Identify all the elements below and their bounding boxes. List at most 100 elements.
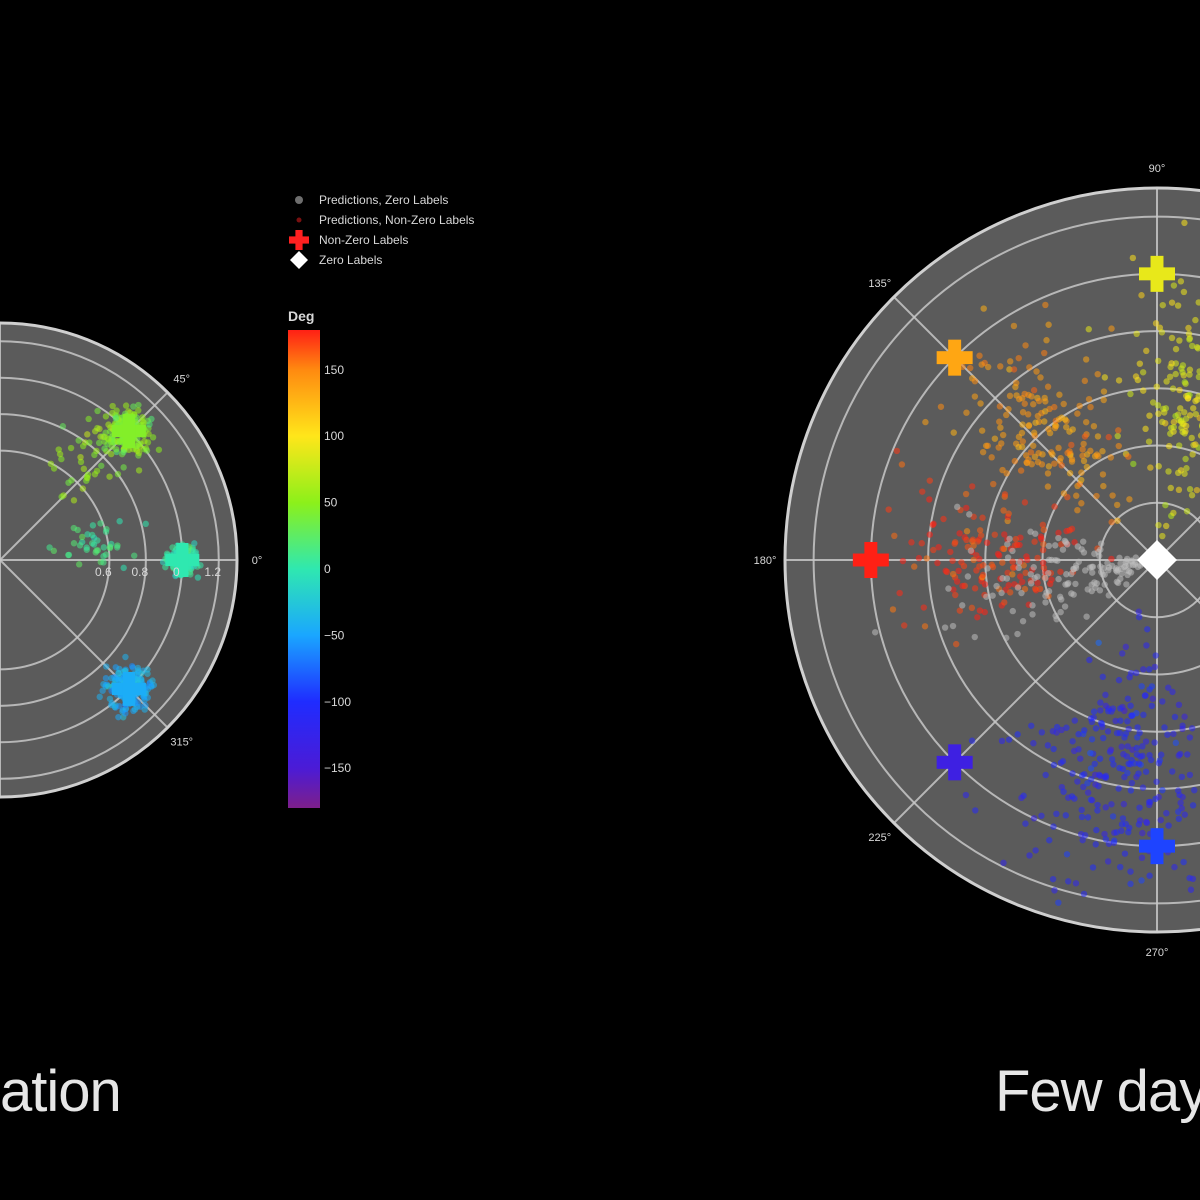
prediction-point <box>1071 717 1079 724</box>
prediction-point <box>1005 510 1012 517</box>
prediction-point <box>1181 409 1188 416</box>
prediction-point <box>105 683 112 690</box>
prediction-point <box>1045 321 1052 328</box>
non-zero-label-marker-v <box>1150 828 1164 865</box>
prediction-point <box>1146 872 1153 879</box>
prediction-point <box>1080 440 1087 448</box>
prediction-point <box>1100 396 1107 404</box>
prediction-point <box>968 604 976 612</box>
prediction-point <box>999 545 1006 552</box>
prediction-point <box>885 506 892 513</box>
prediction-point <box>991 531 998 538</box>
prediction-point <box>1077 755 1084 762</box>
prediction-point <box>947 548 954 556</box>
prediction-point <box>1079 772 1086 779</box>
prediction-point <box>1115 442 1122 450</box>
prediction-point <box>1051 887 1058 894</box>
prediction-point <box>116 702 123 710</box>
prediction-point <box>83 544 90 551</box>
prediction-point <box>1169 768 1176 775</box>
prediction-point <box>131 706 139 713</box>
prediction-point <box>1063 851 1071 858</box>
prediction-point <box>1016 395 1023 403</box>
prediction-point <box>923 555 930 562</box>
prediction-point <box>1189 875 1197 883</box>
prediction-point <box>1134 734 1141 741</box>
prediction-point <box>1127 880 1134 888</box>
prediction-point <box>990 480 997 488</box>
prediction-point <box>1080 783 1087 791</box>
prediction-point <box>1188 342 1196 350</box>
prediction-point <box>1168 360 1175 367</box>
prediction-point <box>1127 669 1135 677</box>
prediction-point <box>1142 768 1150 775</box>
prediction-point <box>1110 761 1117 768</box>
prediction-point <box>1133 751 1141 758</box>
prediction-point <box>1161 724 1168 731</box>
prediction-point <box>1186 771 1194 779</box>
prediction-point <box>1007 358 1014 365</box>
prediction-point <box>1109 492 1116 499</box>
prediction-point <box>959 582 966 590</box>
prediction-point <box>1030 740 1037 747</box>
prediction-point <box>84 431 91 438</box>
prediction-point <box>1010 366 1018 373</box>
prediction-point <box>1170 509 1177 517</box>
prediction-point <box>135 467 143 474</box>
prediction-point <box>956 530 963 537</box>
prediction-point <box>1041 394 1048 402</box>
prediction-point <box>1034 579 1041 587</box>
prediction-point <box>100 559 107 566</box>
prediction-point <box>1011 457 1019 465</box>
prediction-point <box>1039 521 1047 528</box>
prediction-point <box>1115 785 1122 792</box>
prediction-point <box>1051 503 1058 510</box>
prediction-point <box>60 492 67 499</box>
prediction-point <box>1078 806 1085 814</box>
prediction-point <box>1135 613 1143 621</box>
prediction-point <box>943 568 951 576</box>
prediction-point <box>1045 463 1053 470</box>
prediction-point <box>1003 575 1011 582</box>
prediction-point <box>108 409 116 417</box>
prediction-point <box>1102 804 1109 811</box>
prediction-point <box>898 461 906 468</box>
prediction-point <box>970 556 977 564</box>
prediction-point <box>115 713 122 721</box>
prediction-point <box>1043 337 1050 344</box>
prediction-point <box>1055 529 1062 537</box>
prediction-point <box>1163 378 1170 385</box>
prediction-point <box>998 737 1006 745</box>
angle-tick-label: 180° <box>754 555 777 567</box>
prediction-point <box>1027 449 1035 456</box>
angular-gridline <box>0 559 169 729</box>
angle-tick-label: 90° <box>1149 163 1166 175</box>
prediction-point <box>1064 449 1071 457</box>
prediction-point <box>1181 713 1188 720</box>
prediction-point <box>109 402 116 410</box>
prediction-point <box>1069 770 1076 777</box>
colorbar-tick-label: −150 <box>324 761 351 775</box>
prediction-point <box>1147 464 1154 471</box>
prediction-point <box>1155 410 1162 417</box>
prediction-point <box>899 557 907 565</box>
prediction-point <box>1117 565 1125 573</box>
prediction-point <box>1136 360 1144 367</box>
prediction-point <box>1037 374 1044 381</box>
prediction-point <box>1068 441 1075 449</box>
prediction-point <box>977 400 984 407</box>
legend-label: Zero Labels <box>319 253 382 267</box>
prediction-point <box>1158 751 1165 758</box>
prediction-point <box>1092 781 1099 788</box>
prediction-point <box>1105 564 1113 571</box>
prediction-point <box>1175 486 1183 494</box>
prediction-point <box>1096 587 1104 594</box>
prediction-point <box>969 536 977 543</box>
prediction-point <box>1159 301 1166 309</box>
legend-marker-nonzero-labels-v <box>295 230 303 250</box>
prediction-point <box>86 439 93 446</box>
prediction-point <box>966 511 973 518</box>
prediction-point <box>971 585 979 592</box>
prediction-point <box>1175 808 1182 815</box>
prediction-point <box>918 540 925 547</box>
